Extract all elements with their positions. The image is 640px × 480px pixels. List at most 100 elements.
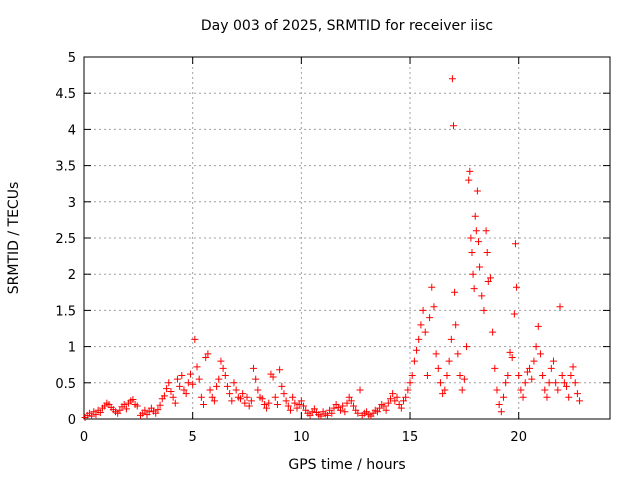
y-tick-label: 0: [68, 413, 76, 428]
data-point: [300, 402, 308, 410]
data-point: [448, 75, 456, 83]
data-point: [284, 402, 292, 410]
data-point: [549, 357, 557, 365]
data-point: [336, 406, 344, 414]
data-point: [247, 397, 255, 405]
data-point: [484, 277, 492, 285]
data-point: [469, 270, 477, 278]
data-point: [380, 402, 388, 410]
data-point: [356, 386, 364, 394]
data-point: [569, 363, 577, 371]
y-tick-label: 1.5: [55, 304, 76, 319]
data-point: [467, 234, 475, 242]
plot-area-border: [83, 56, 611, 420]
data-point: [426, 314, 434, 322]
data-point: [486, 274, 494, 282]
data-point: [276, 366, 284, 374]
data-point: [393, 393, 401, 401]
data-point: [323, 411, 331, 419]
data-point: [408, 372, 416, 380]
data-point: [468, 248, 476, 256]
data-point: [260, 401, 268, 409]
data-point: [291, 399, 299, 407]
data-point: [534, 322, 542, 330]
data-point: [406, 379, 414, 387]
x-axis-label: GPS time / hours: [288, 457, 406, 473]
data-point: [204, 350, 212, 358]
data-point: [373, 408, 381, 416]
data-point: [419, 306, 427, 314]
data-point: [519, 393, 527, 401]
data-point: [499, 393, 507, 401]
data-point: [230, 379, 238, 387]
data-point: [450, 122, 458, 130]
data-point: [289, 393, 297, 401]
data-point: [278, 382, 286, 390]
data-point: [513, 283, 521, 291]
data-point: [165, 379, 173, 387]
data-point: [280, 390, 288, 398]
data-point: [573, 390, 581, 398]
data-point: [473, 187, 481, 195]
data-point: [173, 375, 181, 383]
data-point: [556, 303, 564, 311]
data-point: [286, 406, 294, 414]
data-point: [176, 382, 184, 390]
data-point: [539, 372, 547, 380]
data-point: [236, 395, 244, 403]
data-point: [530, 357, 538, 365]
data-point: [502, 379, 510, 387]
data-point: [250, 364, 258, 372]
data-point: [221, 372, 229, 380]
data-point: [471, 212, 479, 220]
y-tick-label: 2: [68, 268, 76, 283]
y-tick-label: 3.5: [55, 160, 76, 175]
data-point: [400, 397, 408, 405]
data-point: [528, 375, 536, 383]
data-point: [273, 401, 281, 409]
data-point: [193, 363, 201, 371]
data-point: [386, 395, 394, 403]
data-point: [536, 350, 544, 358]
data-point: [458, 386, 466, 394]
data-point: [263, 404, 271, 412]
data-point: [413, 346, 421, 354]
data-point: [129, 395, 137, 403]
data-point: [152, 409, 160, 417]
data-point: [451, 288, 459, 296]
data-point: [354, 409, 362, 417]
data-point: [523, 368, 531, 376]
x-tick-label: 5: [189, 430, 197, 445]
data-point: [116, 406, 124, 414]
data-point: [441, 386, 449, 394]
data-point: [543, 393, 551, 401]
data-point: [382, 406, 390, 414]
data-point: [397, 404, 405, 412]
data-point: [389, 390, 397, 398]
data-point: [402, 393, 410, 401]
data-point: [483, 248, 491, 256]
data-point: [445, 357, 453, 365]
data-point: [219, 364, 227, 372]
data-point: [241, 399, 249, 407]
data-point: [293, 404, 301, 412]
data-point: [254, 386, 262, 394]
data-point: [430, 303, 438, 311]
data-point: [206, 386, 214, 394]
data-point: [195, 375, 203, 383]
data-point: [521, 379, 529, 387]
data-point: [226, 390, 234, 398]
data-point: [554, 386, 562, 394]
data-point: [339, 402, 347, 410]
data-point: [506, 348, 514, 356]
data-point: [447, 335, 455, 343]
data-point: [213, 382, 221, 390]
data-point: [120, 401, 128, 409]
data-point: [295, 401, 303, 409]
x-tick-label: 10: [293, 430, 310, 445]
data-point: [508, 353, 516, 361]
data-point: [169, 393, 177, 401]
data-point: [432, 350, 440, 358]
data-point: [517, 386, 525, 394]
data-point: [167, 387, 175, 395]
